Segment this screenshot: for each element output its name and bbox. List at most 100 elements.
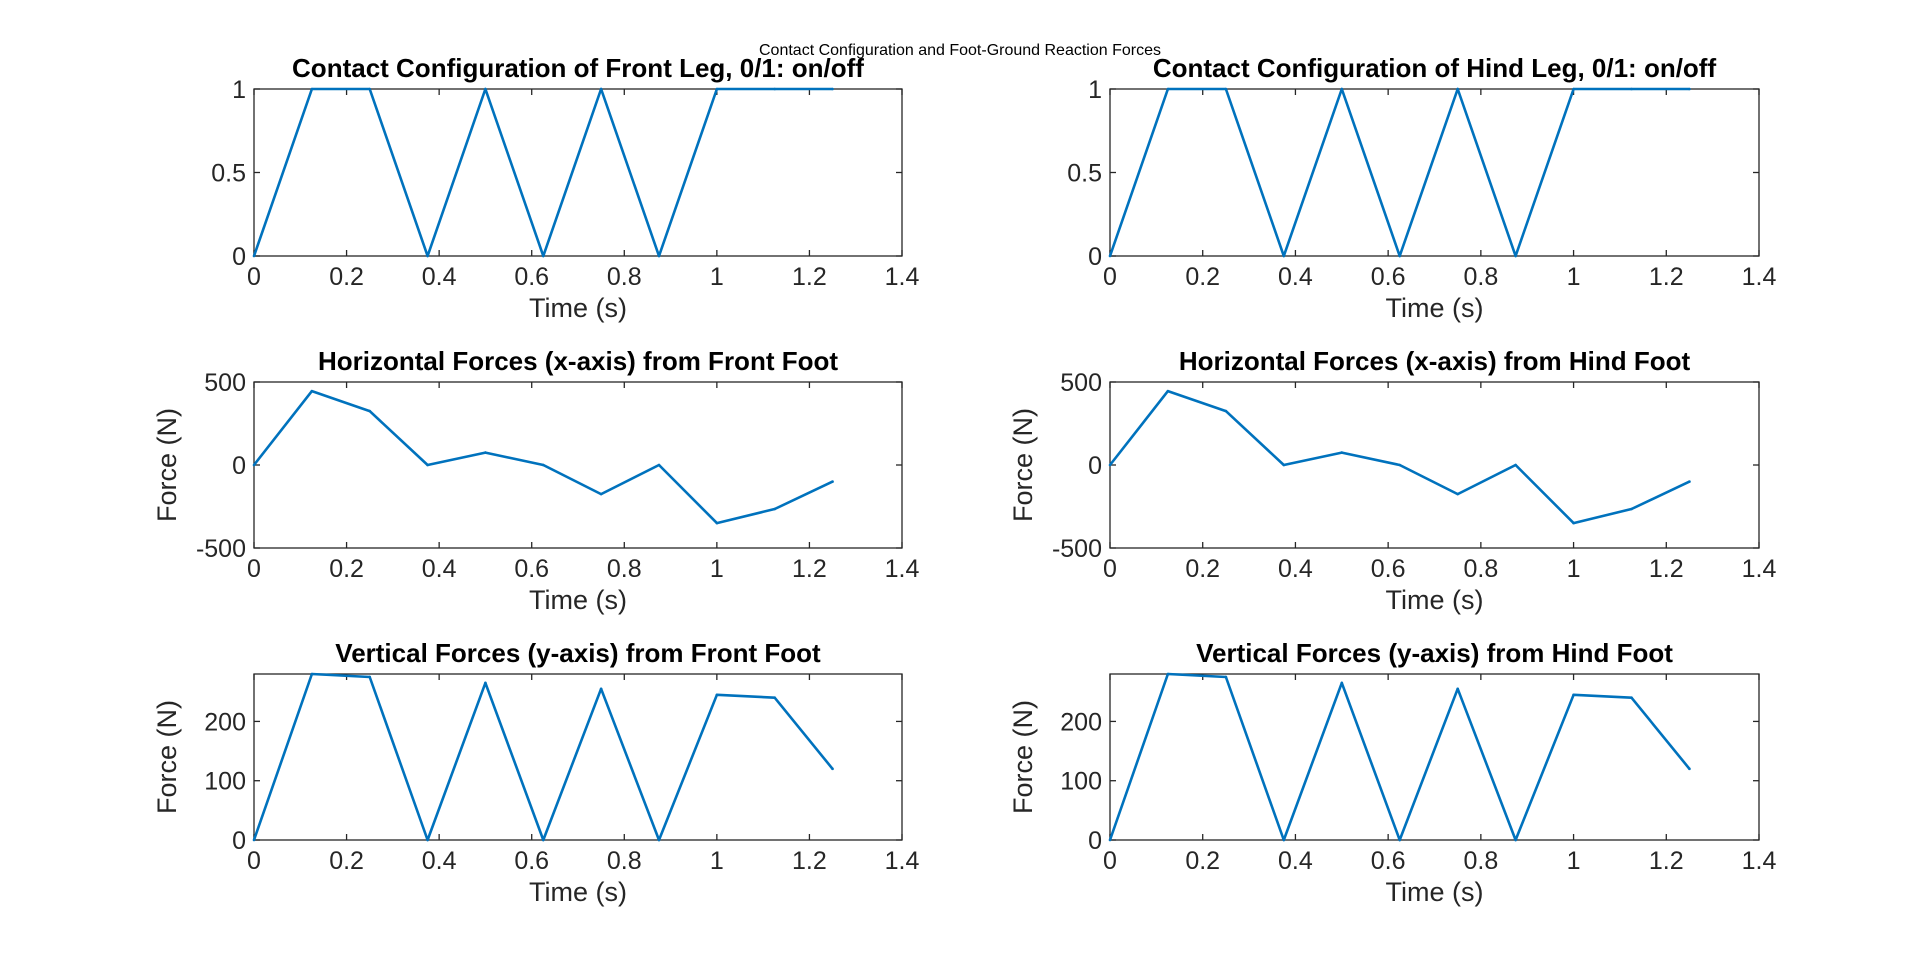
y-tick-label: 0.5 (211, 160, 246, 188)
x-tick-label: 0.2 (1185, 847, 1220, 875)
x-tick-label: 1 (710, 847, 724, 875)
y-axis-label: Force (N) (1008, 700, 1038, 814)
data-point (599, 492, 603, 496)
x-tick-label: 0 (247, 847, 261, 875)
hind-contact-subplot: 0 0.2 0.4 0.6 0.8 1 1.2 1.4 0 0.5 1 Contact Configu… (1067, 53, 1776, 323)
data-point (252, 254, 256, 258)
x-tick-label: 1.2 (792, 847, 827, 875)
x-axis-label: Time (s) (529, 293, 627, 323)
data-point (1572, 87, 1575, 91)
x-tick-label: 0.2 (329, 263, 364, 291)
x-tick-label: 1.2 (1649, 847, 1684, 875)
y-tick-label: 0 (232, 827, 246, 855)
data-point (310, 389, 314, 393)
data-point (1456, 687, 1459, 691)
y-tick-label: 0 (1088, 243, 1102, 271)
data-point (1224, 675, 1228, 679)
x-tick-label: 0.2 (1185, 555, 1220, 583)
data-point (426, 838, 429, 842)
x-tick-label: 0.2 (329, 555, 364, 583)
y-tick-label: 100 (1060, 768, 1102, 796)
x-axis-label: Time (s) (529, 585, 627, 615)
x-tick-label: 1.4 (885, 847, 920, 875)
x-tick-label: 1 (1567, 555, 1581, 583)
y-tick-label: 500 (204, 369, 246, 397)
x-tick-label: 1.2 (1649, 263, 1684, 291)
y-axis-label: Force (N) (152, 408, 182, 522)
y-tick-label: 0 (1088, 452, 1102, 480)
subplot-title: Contact Configuration of Hind Leg, 0/1: … (1153, 53, 1717, 83)
data-point (1514, 254, 1517, 258)
x-tick-label: 0.4 (1278, 847, 1313, 875)
data-point (252, 463, 256, 467)
x-tick-label: 0.6 (1371, 263, 1406, 291)
data-point (484, 451, 487, 454)
x-tick-label: 0.4 (1278, 263, 1313, 291)
x-axis-label: Time (s) (529, 877, 627, 907)
x-tick-label: 0.8 (1463, 847, 1498, 875)
x-tick-label: 0.4 (422, 263, 457, 291)
data-point (715, 87, 719, 91)
data-point (831, 767, 834, 771)
x-tick-label: 0 (1103, 263, 1117, 291)
data-point (426, 463, 429, 467)
data-point (1108, 254, 1112, 258)
data-point (831, 480, 834, 483)
x-tick-label: 1 (1567, 847, 1581, 875)
data-point (368, 409, 372, 413)
y-tick-label: 200 (1060, 708, 1102, 736)
x-tick-label: 1.4 (1742, 555, 1777, 583)
data-point (1630, 87, 1633, 91)
y-tick-label: 500 (1060, 369, 1102, 397)
x-tick-label: 0 (1103, 847, 1117, 875)
data-point (310, 672, 314, 676)
data-point (368, 675, 372, 679)
y-tick-label: 100 (204, 768, 246, 796)
data-point (831, 87, 834, 91)
data-point (1282, 838, 1286, 842)
x-tick-label: 0.4 (422, 847, 457, 875)
data-point (657, 463, 661, 467)
axes-box (1109, 88, 1760, 257)
data-point (1340, 681, 1344, 685)
data-point (310, 87, 314, 91)
data-point (1282, 463, 1286, 467)
data-point (715, 521, 719, 525)
data-point (541, 463, 545, 467)
x-tick-label: 1 (710, 263, 724, 291)
data-point (1514, 463, 1517, 467)
data-point (657, 838, 661, 842)
y-tick-label: 0 (232, 243, 246, 271)
subplot-title: Contact Configuration of Front Leg, 0/1:… (292, 53, 864, 83)
x-axis-label: Time (s) (1386, 877, 1484, 907)
subplot-title: Horizontal Forces (x-axis) from Front Fo… (318, 346, 838, 376)
x-tick-label: 1 (710, 555, 724, 583)
x-tick-label: 0.4 (422, 555, 457, 583)
data-point (1282, 254, 1286, 258)
x-tick-label: 1.2 (1649, 555, 1684, 583)
data-point (1456, 492, 1459, 496)
x-axis-label: Time (s) (1386, 293, 1484, 323)
x-tick-label: 0.6 (514, 555, 549, 583)
data-point (1166, 389, 1170, 393)
data-point (541, 838, 545, 842)
figure-title: Contact Configuration and Foot-Ground Re… (759, 42, 1161, 59)
data-point (773, 87, 777, 91)
data-point (1398, 838, 1402, 842)
axes-box (253, 381, 903, 549)
x-tick-label: 0.2 (1185, 263, 1220, 291)
y-tick-label: -500 (1052, 535, 1102, 563)
data-point (599, 687, 603, 691)
x-tick-label: 1.2 (792, 555, 827, 583)
x-tick-label: 0.8 (1463, 263, 1498, 291)
y-tick-label: 0 (232, 452, 246, 480)
x-tick-label: 0 (247, 555, 261, 583)
data-point (657, 254, 661, 258)
data-point (1572, 693, 1575, 697)
y-tick-label: 0.5 (1067, 160, 1102, 188)
x-axis-label: Time (s) (1386, 585, 1484, 615)
x-tick-label: 0 (1103, 555, 1117, 583)
